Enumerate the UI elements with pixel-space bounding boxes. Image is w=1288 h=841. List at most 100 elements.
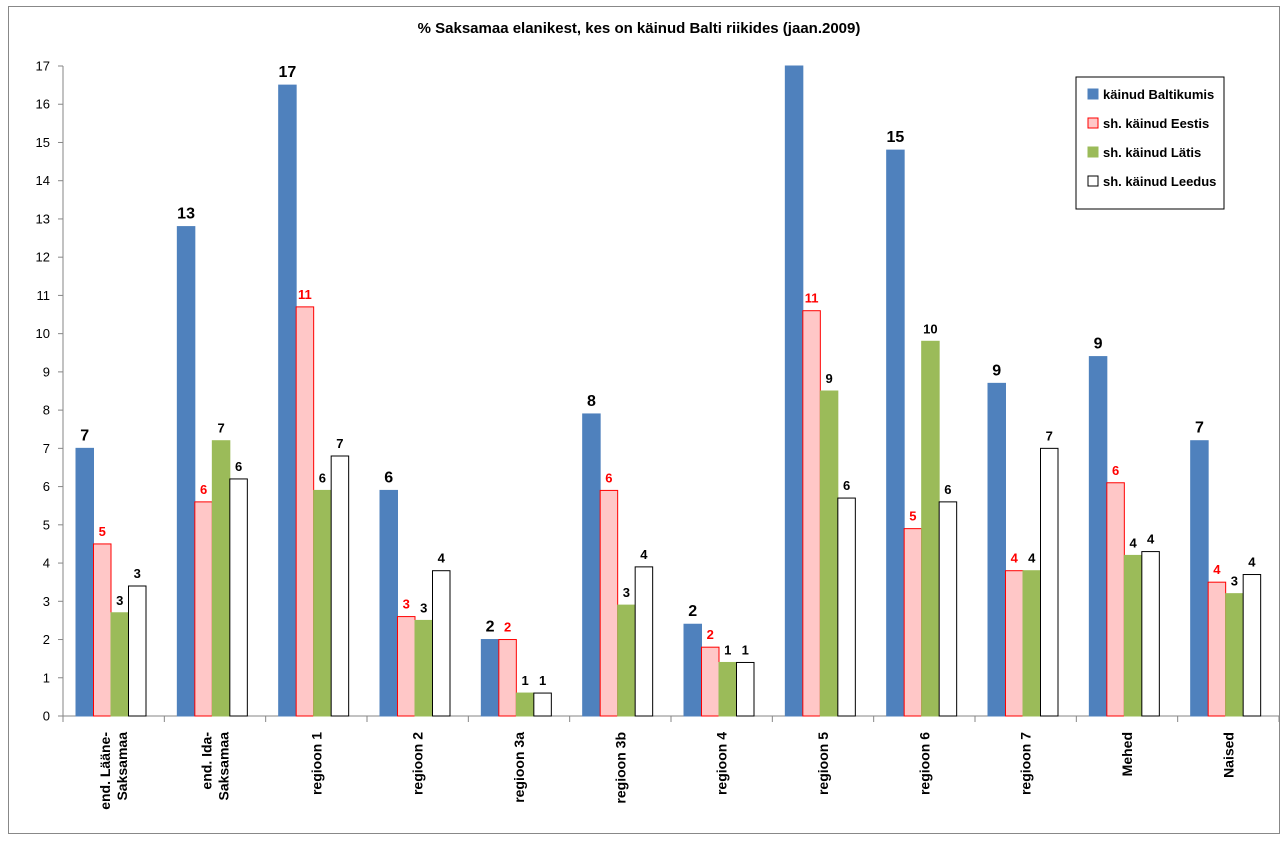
- data-label: 4: [1011, 551, 1019, 566]
- bar: [903, 528, 923, 717]
- bar: [1190, 440, 1209, 717]
- bar: [211, 440, 231, 717]
- data-label: 17: [279, 64, 297, 81]
- data-label: 1: [521, 673, 528, 688]
- bar: [1005, 570, 1024, 717]
- bar: [128, 585, 147, 717]
- data-label: 9: [992, 362, 1001, 379]
- data-label: 2: [707, 627, 714, 642]
- data-label: 7: [1046, 428, 1053, 443]
- x-tick-label: regioon 3b: [612, 732, 628, 804]
- y-tick-label: 12: [36, 250, 50, 265]
- x-tick-labels: end. Lääne- Saksamaa end. Ida- Saksamaa regi…: [97, 732, 1236, 810]
- bar: [837, 497, 856, 717]
- data-label: 3: [134, 566, 141, 581]
- data-label: 7: [336, 436, 343, 451]
- data-label: 1: [742, 642, 749, 657]
- y-tick-label: 4: [43, 556, 50, 571]
- bar: [736, 661, 755, 717]
- legend-swatch: [1087, 146, 1099, 158]
- y-tick-label: 3: [43, 594, 50, 609]
- data-label: 5: [909, 509, 916, 524]
- legend-swatch: [1087, 175, 1099, 187]
- y-tick-label: 11: [37, 288, 51, 303]
- x-tick-label: end. Lääne-: [97, 732, 113, 810]
- legend-label: käinud Baltikumis: [1103, 87, 1214, 102]
- bar: [1088, 356, 1108, 717]
- data-label: 3: [403, 597, 410, 612]
- bar: [498, 639, 517, 717]
- x-tick-label: Naised: [1220, 732, 1236, 778]
- data-label: 4: [640, 547, 648, 562]
- bar: [397, 616, 416, 717]
- data-label: 7: [1195, 420, 1204, 437]
- bar: [414, 619, 433, 717]
- legend-label: sh. käinud Lätis: [1103, 145, 1201, 160]
- bar: [93, 543, 112, 717]
- bar: [533, 692, 552, 717]
- bar: [599, 489, 619, 717]
- x-tick-label: regioon 6: [916, 732, 932, 795]
- data-label: 4: [438, 551, 446, 566]
- y-tick-label: 10: [36, 326, 50, 341]
- bar: [617, 604, 636, 717]
- chart-frame: % Saksamaa elanikest, kes on käinud Balt…: [8, 6, 1280, 834]
- bar: [278, 84, 297, 717]
- bar: [1022, 570, 1041, 717]
- legend: käinud Baltikumis sh. käinud Eestis sh. kä…: [1075, 76, 1225, 210]
- bar: [1040, 447, 1059, 717]
- data-label: 6: [235, 459, 242, 474]
- legend-box: [1075, 76, 1225, 210]
- x-tick-label: regioon 7: [1018, 732, 1034, 795]
- data-label: 9: [1094, 336, 1103, 353]
- bar: [313, 489, 332, 717]
- legend-swatch: [1087, 88, 1099, 100]
- bar: [683, 623, 702, 717]
- x-tick-label: regioon 4: [714, 732, 730, 795]
- data-label: 3: [420, 600, 427, 615]
- bar: [1123, 554, 1143, 717]
- data-label: 2: [486, 619, 495, 636]
- data-label: 13: [177, 206, 195, 223]
- y-tick-label: 17: [36, 59, 50, 74]
- x-tick-label: end. Ida-: [199, 732, 215, 790]
- data-label: 4: [1213, 562, 1221, 577]
- data-label: 4: [1248, 555, 1256, 570]
- legend-label: sh. käinud Leedus: [1103, 174, 1216, 189]
- bar: [176, 226, 196, 717]
- y-tick-label: 15: [36, 135, 50, 150]
- data-label: 6: [605, 470, 612, 485]
- data-label: 2: [688, 603, 697, 620]
- data-label: 3: [623, 585, 630, 600]
- y-tick-label: 13: [36, 211, 50, 226]
- data-label: 9: [825, 371, 832, 386]
- bar: [379, 489, 398, 717]
- bar: [1242, 574, 1262, 717]
- bar: [582, 413, 601, 717]
- bars: [75, 65, 1262, 717]
- legend-swatch: [1087, 117, 1099, 129]
- bar: [110, 612, 129, 717]
- bar: [819, 390, 839, 717]
- bar: [921, 340, 940, 717]
- bar: [229, 478, 248, 717]
- data-label: 6: [1112, 463, 1119, 478]
- bar: [1207, 581, 1227, 717]
- bar: [75, 447, 94, 717]
- x-tick-label: Saksamaa: [216, 732, 232, 801]
- y-tick-label: 16: [36, 97, 50, 112]
- x-tick-label: regioon 2: [410, 732, 426, 795]
- data-label: 1: [539, 673, 546, 688]
- bar: [515, 692, 535, 717]
- bar: [1141, 551, 1160, 717]
- y-tick-label: 6: [43, 479, 50, 494]
- data-label: 3: [1231, 574, 1238, 589]
- y-tick-label: 9: [43, 364, 50, 379]
- data-label: 3: [116, 593, 123, 608]
- bar: [432, 570, 451, 717]
- bar: [1225, 593, 1244, 717]
- y-tick-label: 5: [43, 517, 50, 532]
- data-label: 10: [923, 321, 937, 336]
- data-label: 4: [1129, 535, 1137, 550]
